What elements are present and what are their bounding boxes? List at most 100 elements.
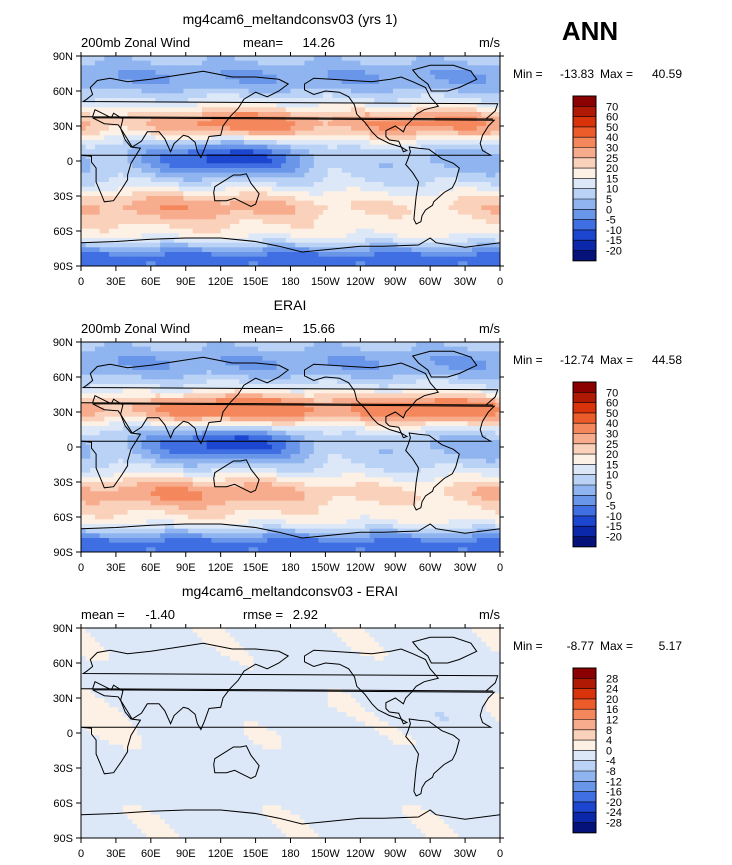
field-cell [434,84,441,90]
field-cell [164,79,171,85]
field-cell [243,186,250,192]
field-cell [132,140,138,146]
field-cell [94,238,101,244]
field-cell [183,112,189,118]
field-cell [178,224,185,230]
field-cell [85,144,91,150]
field-cell [234,149,240,155]
field-cell [276,107,282,113]
field-cell [448,247,455,253]
field-cell [355,351,361,357]
field-cell [402,182,408,188]
field-cell [416,102,422,108]
field-cell [85,384,91,390]
field-cell [239,88,245,94]
field-cell [85,224,91,230]
field-cell [406,102,413,108]
field-cell [183,74,189,80]
field-cell [360,182,366,188]
field-cell [481,140,487,146]
field-cell [453,360,459,366]
field-cell [90,88,96,94]
field-cell [462,172,469,178]
field-cell [85,214,91,220]
field-cell [104,172,110,178]
field-cell [355,256,361,262]
field-cell [397,233,403,239]
field-cell [281,60,287,66]
field-cell [425,177,431,183]
field-cell [113,168,119,174]
field-cell [360,256,366,262]
field-cell [495,365,500,371]
field-cell [402,379,408,385]
field-cell [420,247,427,253]
field-cell [155,135,161,141]
field-cell [85,93,91,99]
field-cell [146,65,152,71]
field-cell [369,126,375,132]
field-cell [276,196,282,202]
field-cell [402,172,408,178]
field-cell [453,144,459,150]
field-cell [434,360,441,366]
field-cell [495,163,500,169]
field-cell [197,238,203,244]
field-cell [453,224,459,230]
field-cell [462,65,469,71]
field-cell [281,168,287,174]
field-cell [462,93,469,99]
field-cell [486,88,492,94]
field-cell [132,191,138,197]
field-cell [430,252,436,258]
field-cell [351,98,357,104]
field-cell [444,370,450,376]
field-cell [430,65,436,71]
field-cell [132,158,138,164]
field-cell [257,177,264,183]
field-cell [476,356,482,362]
field-cell [355,158,361,164]
field-cell [495,182,500,188]
field-cell [216,261,222,266]
field-cell [285,346,292,352]
field-cell [323,233,329,239]
field-cell [150,102,157,108]
field-cell [178,168,185,174]
field-cell [285,228,292,234]
field-cell [122,224,129,230]
field-cell [346,88,352,94]
field-cell [234,210,240,216]
field-cell [192,93,198,99]
field-cell [108,88,115,94]
field-cell [81,356,87,362]
field-cell [434,121,441,127]
field-cell [458,191,464,197]
field-cell [271,163,278,169]
field-cell [234,233,240,239]
field-cell [174,242,180,248]
field-cell [239,242,245,248]
contour-field [81,56,500,266]
field-cell [444,365,450,371]
field-cell [290,224,296,230]
field-cell [113,228,119,234]
field-cell [378,102,385,108]
field-cell [285,219,292,225]
field-cell [211,154,217,160]
field-cell [351,365,357,371]
field-cell [183,163,189,169]
field-cell [81,130,87,136]
field-cell [299,79,306,85]
colorbar-swatch [573,209,596,220]
contour-field [81,342,500,552]
field-cell [220,247,226,253]
field-cell [416,238,422,244]
field-cell [444,154,450,160]
field-cell [481,196,487,202]
field-cell [318,191,324,197]
field-cell [192,200,198,206]
field-cell [234,70,240,76]
field-cell [85,370,91,376]
field-cell [285,135,292,141]
